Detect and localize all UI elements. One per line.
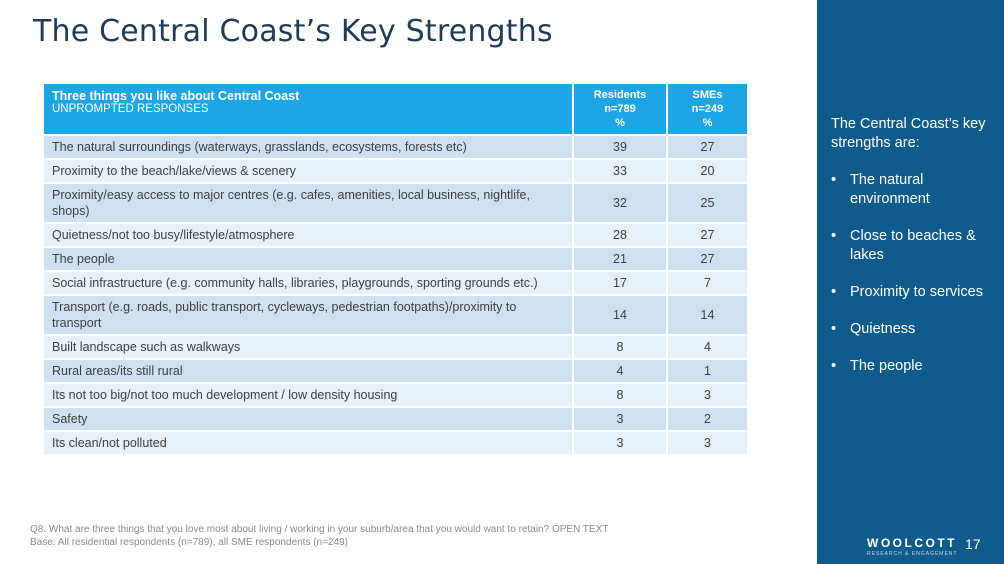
- smes-value: 1: [666, 360, 747, 382]
- residents-value: 33: [572, 160, 666, 182]
- list-item: • The people: [831, 357, 1003, 376]
- footnote: Q8. What are three things that you love …: [30, 523, 608, 549]
- smes-value: 27: [666, 136, 747, 158]
- row-label: Quietness/not too busy/lifestyle/atmosph…: [44, 224, 572, 246]
- smes-value: 3: [666, 432, 747, 454]
- smes-header-n: n=249: [691, 103, 724, 115]
- smes-column-header: SMEs n=249 %: [666, 84, 747, 134]
- list-item-label: Close to beaches & lakes: [850, 228, 976, 263]
- strengths-table: Three things you like about Central Coas…: [44, 82, 747, 456]
- list-item-label: The natural environment: [850, 172, 930, 207]
- residents-header-n: n=789: [604, 103, 636, 115]
- bullet-icon: •: [831, 321, 837, 337]
- row-label: Transport (e.g. roads, public transport,…: [44, 296, 572, 334]
- residents-column-header: Residents n=789 %: [572, 84, 666, 134]
- table-row: Built landscape such as walkways 8 4: [44, 336, 747, 358]
- page-title: The Central Coast’s Key Strengths: [33, 14, 553, 49]
- table-row: Its clean/not polluted 3 3: [44, 432, 747, 454]
- row-label: Rural areas/its still rural: [44, 360, 572, 382]
- residents-value: 8: [572, 384, 666, 406]
- residents-value: 39: [572, 136, 666, 158]
- list-item: • Close to beaches & lakes: [831, 227, 1003, 265]
- table-row: Its not too big/not too much development…: [44, 384, 747, 406]
- smes-value: 3: [666, 384, 747, 406]
- table-row: Quietness/not too busy/lifestyle/atmosph…: [44, 224, 747, 246]
- row-label: The natural surroundings (waterways, gra…: [44, 136, 572, 158]
- row-label: Its clean/not polluted: [44, 432, 572, 454]
- item-header-title: Three things you like about Central Coas…: [52, 89, 300, 103]
- woolcott-logo: WOOLCOTT RESEARCH & ENGAGEMENT: [867, 536, 957, 557]
- list-item-label: The people: [850, 358, 923, 374]
- smes-value: 2: [666, 408, 747, 430]
- residents-value: 3: [572, 408, 666, 430]
- bullet-icon: •: [831, 358, 837, 374]
- bullet-icon: •: [831, 172, 837, 188]
- logo-tagline: RESEARCH & ENGAGEMENT: [867, 551, 958, 557]
- sidebar-intro: The Central Coast’s key strengths are:: [831, 116, 986, 151]
- bullet-icon: •: [831, 284, 837, 300]
- row-label: Built landscape such as walkways: [44, 336, 572, 358]
- strengths-list: • The natural environment • Close to beach…: [831, 171, 1003, 394]
- smes-value: 27: [666, 248, 747, 270]
- residents-value: 28: [572, 224, 666, 246]
- footnote-base: Base: All residential respondents (n=789…: [30, 537, 348, 548]
- row-label: Proximity/easy access to major centres (…: [44, 184, 572, 222]
- table-row: The people 21 27: [44, 248, 747, 270]
- residents-value: 21: [572, 248, 666, 270]
- list-item: • The natural environment: [831, 171, 1003, 209]
- row-label: The people: [44, 248, 572, 270]
- table-row: Social infrastructure (e.g. community ha…: [44, 272, 747, 294]
- table-row: Proximity to the beach/lake/views & scen…: [44, 160, 747, 182]
- smes-value: 27: [666, 224, 747, 246]
- residents-value: 17: [572, 272, 666, 294]
- row-label: Social infrastructure (e.g. community ha…: [44, 272, 572, 294]
- smes-header-unit: %: [702, 117, 713, 129]
- table-row: Safety 3 2: [44, 408, 747, 430]
- list-item: • Proximity to services: [831, 283, 1003, 302]
- table-row: Transport (e.g. roads, public transport,…: [44, 296, 747, 334]
- smes-value: 20: [666, 160, 747, 182]
- list-item-label: Proximity to services: [850, 284, 983, 300]
- table-row: Rural areas/its still rural 4 1: [44, 360, 747, 382]
- item-header-subtitle: UNPROMPTED RESPONSES: [52, 103, 209, 115]
- row-label: Safety: [44, 408, 572, 430]
- residents-value: 4: [572, 360, 666, 382]
- residents-value: 3: [572, 432, 666, 454]
- footnote-question: Q8. What are three things that you love …: [30, 524, 609, 535]
- smes-value: 7: [666, 272, 747, 294]
- row-label: Proximity to the beach/lake/views & scen…: [44, 160, 572, 182]
- residents-header-unit: %: [615, 117, 625, 129]
- smes-value: 14: [666, 296, 747, 334]
- list-item-label: Quietness: [850, 321, 916, 337]
- table-row: The natural surroundings (waterways, gra…: [44, 136, 747, 158]
- key-strengths-sidebar: The Central Coast’s key strengths are: •…: [817, 0, 1004, 564]
- smes-header-label: SMEs: [692, 89, 723, 101]
- row-label: Its not too big/not too much development…: [44, 384, 572, 406]
- logo-wordmark: WOOLCOTT: [867, 536, 957, 550]
- list-item: • Quietness: [831, 320, 1003, 339]
- residents-value: 8: [572, 336, 666, 358]
- residents-header-label: Residents: [593, 89, 647, 101]
- item-column-header: Three things you like about Central Coas…: [44, 84, 572, 134]
- table-header-row: Three things you like about Central Coas…: [44, 84, 747, 134]
- bullet-icon: •: [831, 228, 837, 244]
- residents-value: 14: [572, 296, 666, 334]
- smes-value: 25: [666, 184, 747, 222]
- residents-value: 32: [572, 184, 666, 222]
- page-number: 17: [965, 536, 981, 552]
- table-row: Proximity/easy access to major centres (…: [44, 184, 747, 222]
- smes-value: 4: [666, 336, 747, 358]
